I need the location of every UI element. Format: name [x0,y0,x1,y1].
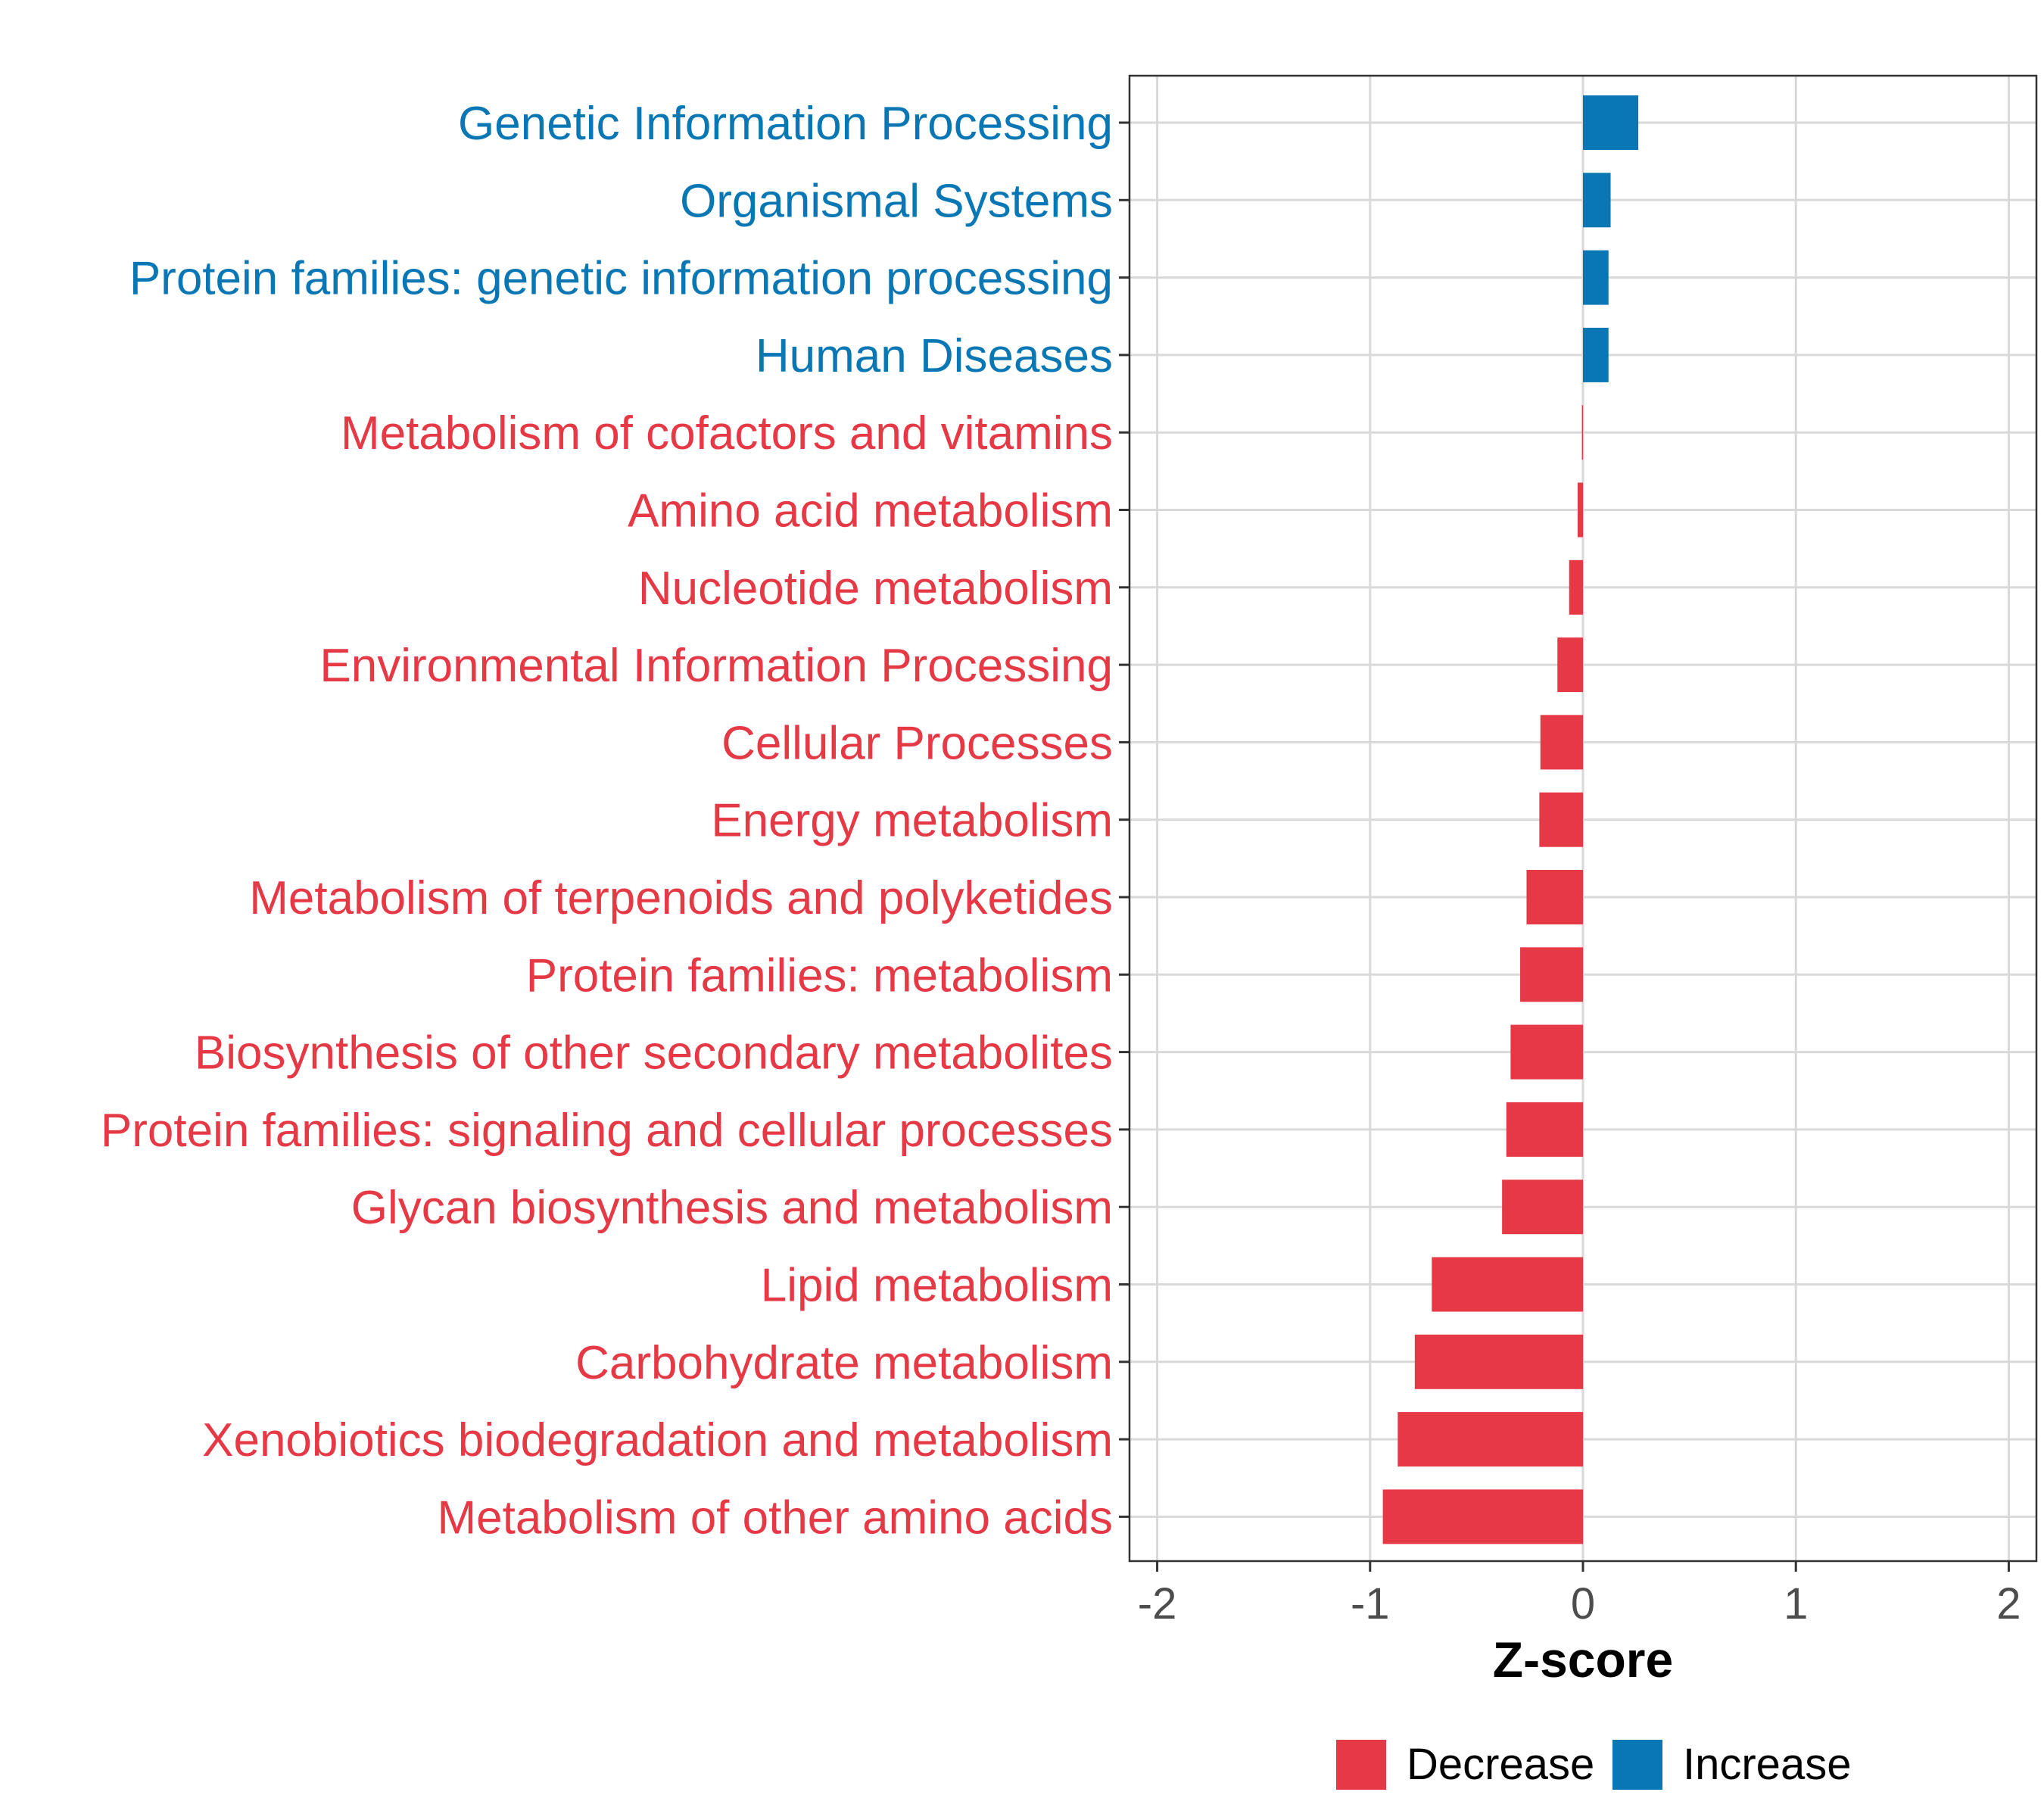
category-label: Amino acid metabolism [628,485,1113,538]
category-label: Cellular Processes [721,717,1113,769]
legend: Decrease Increase [1336,1740,1851,1790]
y-axis-ticks [1119,121,1129,1518]
bar [1557,637,1583,693]
category-label: Nucleotide metabolism [638,563,1113,615]
category-label: Metabolism of other amino acids [437,1491,1113,1544]
category-label: Carbohydrate metabolism [575,1337,1113,1389]
bar [1526,870,1583,924]
category-label: Energy metabolism [711,795,1113,847]
category-label: Metabolism of cofactors and vitamins [341,407,1113,460]
legend-swatch [1336,1740,1386,1790]
bar [1540,715,1583,770]
legend-swatch [1612,1740,1662,1790]
bar [1577,482,1583,538]
bar [1539,792,1583,847]
category-label: Xenobiotics biodegradation and metabolis… [202,1414,1113,1466]
bar [1583,250,1609,305]
bars [1382,95,1639,1544]
x-axis-ticks [1156,1561,2010,1572]
legend-label: Increase [1683,1740,1851,1789]
bar [1583,327,1609,382]
category-label: Lipid metabolism [761,1260,1113,1312]
category-label: Genetic Information Processing [458,98,1113,150]
bar [1414,1334,1583,1389]
category-label: Organismal Systems [680,175,1113,227]
category-label: Protein families: genetic information pr… [129,253,1113,305]
y-axis-labels: Genetic Information Processing Organismal… [101,98,1113,1544]
x-tick-label: -2 [1138,1579,1177,1628]
bar [1382,1489,1583,1544]
bar [1569,559,1583,615]
bar [1520,947,1583,1002]
category-label: Protein families: signaling and cellular… [101,1105,1113,1157]
bar [1432,1257,1583,1312]
category-label: Protein families: metabolism [526,949,1113,1002]
category-label: Environmental Information Processing [319,640,1113,692]
category-label: Human Diseases [756,330,1113,382]
category-label: Biosynthesis of other secondary metaboli… [195,1027,1113,1080]
bar [1502,1180,1583,1235]
x-tick-label: 0 [1571,1579,1595,1628]
bar [1583,95,1639,150]
x-tick-label: 2 [1996,1579,2021,1628]
bar [1583,173,1611,228]
bar [1506,1102,1583,1157]
bar [1510,1024,1583,1080]
bar [1397,1412,1583,1467]
category-label: Metabolism of terpenoids and polyketides [249,872,1113,924]
bar [1581,405,1584,460]
x-axis-labels: -2 -1 0 1 2 [1138,1579,2021,1628]
legend-label: Decrease [1407,1740,1594,1789]
x-tick-label: -1 [1351,1579,1390,1628]
x-axis-title: Z-score [1493,1632,1673,1688]
category-label: Glycan biosynthesis and metabolism [351,1182,1113,1234]
x-tick-label: 1 [1784,1579,1808,1628]
